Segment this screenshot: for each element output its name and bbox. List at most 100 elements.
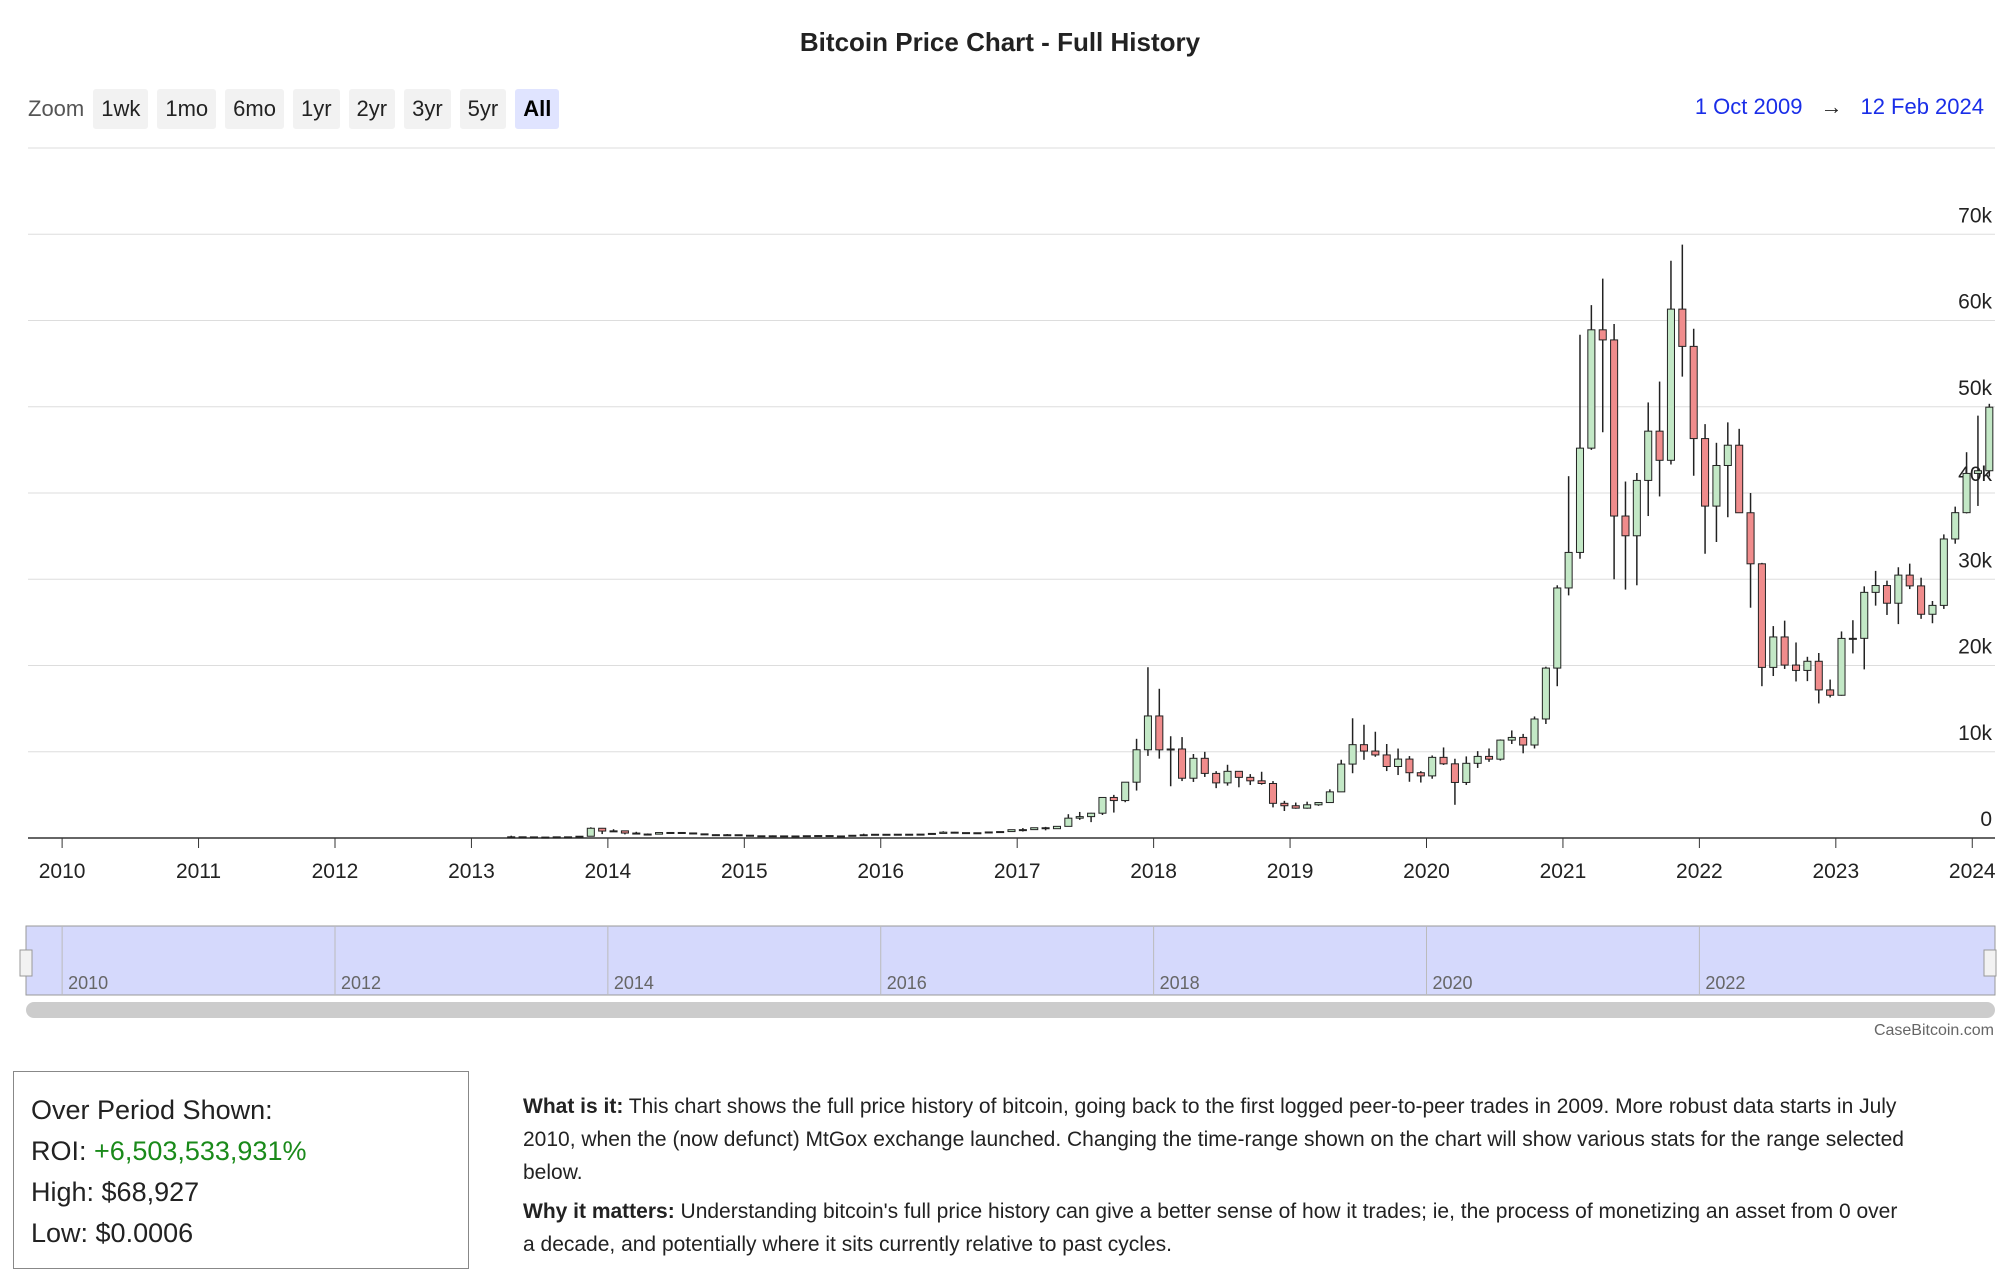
candle-body bbox=[507, 836, 516, 839]
candle bbox=[541, 836, 550, 839]
candle bbox=[655, 832, 664, 835]
candle-body bbox=[1314, 802, 1323, 806]
candle-body bbox=[1746, 512, 1755, 565]
candle bbox=[1905, 563, 1914, 590]
candle-body bbox=[984, 831, 993, 834]
candle-body bbox=[632, 832, 641, 835]
candle bbox=[882, 833, 891, 836]
candle-body bbox=[859, 834, 868, 837]
candle bbox=[768, 835, 777, 838]
candle-body bbox=[1223, 770, 1232, 784]
candle bbox=[814, 835, 823, 838]
y-tick-label: 0 bbox=[1980, 808, 1992, 831]
candle bbox=[1439, 747, 1448, 765]
candle-body bbox=[996, 831, 1005, 834]
candle-body bbox=[564, 836, 573, 839]
candle bbox=[711, 834, 720, 837]
candle bbox=[1803, 656, 1812, 682]
candle-body bbox=[655, 832, 664, 835]
candle-body bbox=[1757, 563, 1766, 668]
candle bbox=[1610, 324, 1619, 580]
candle bbox=[1962, 452, 1971, 514]
candle-body bbox=[1871, 585, 1880, 593]
candle-body bbox=[1268, 782, 1278, 804]
candle-body bbox=[1178, 748, 1187, 779]
y-tick-label: 30k bbox=[1958, 549, 1992, 572]
navigator-label: 2012 bbox=[341, 973, 381, 993]
zoom-button[interactable]: 1mo bbox=[157, 89, 217, 129]
candle bbox=[723, 834, 732, 837]
x-tick-label: 2016 bbox=[857, 860, 904, 883]
candle bbox=[825, 835, 834, 838]
candle bbox=[1291, 802, 1300, 809]
candle-body bbox=[1041, 827, 1050, 830]
candle-body bbox=[1018, 829, 1027, 832]
candle-body bbox=[1030, 827, 1039, 831]
candle-body bbox=[541, 836, 550, 839]
candle bbox=[1132, 738, 1141, 791]
candle bbox=[1348, 718, 1357, 774]
candle-body bbox=[1007, 829, 1016, 833]
zoom-button[interactable]: 1wk bbox=[93, 89, 149, 129]
candle bbox=[1087, 812, 1096, 823]
zoom-button[interactable]: 6mo bbox=[225, 89, 284, 129]
candle-body bbox=[1689, 345, 1698, 440]
candle bbox=[1257, 771, 1266, 785]
candle-body bbox=[1905, 574, 1914, 587]
zoom-button[interactable]: 2yr bbox=[348, 89, 396, 129]
candle bbox=[1223, 764, 1232, 786]
range-to[interactable]: 12 Feb 2024 bbox=[1860, 94, 1984, 119]
candle bbox=[1485, 748, 1494, 762]
candle bbox=[1121, 781, 1130, 803]
candle-body bbox=[1359, 744, 1368, 752]
candle-body bbox=[973, 832, 982, 835]
description: What is it: This chart shows the full pr… bbox=[523, 1090, 1913, 1267]
navigator-label: 2010 bbox=[68, 973, 108, 993]
candle-body bbox=[711, 834, 720, 837]
candle-body bbox=[1075, 816, 1084, 819]
navigator-handle[interactable] bbox=[19, 949, 33, 977]
candle bbox=[1325, 789, 1334, 804]
zoom-button[interactable]: All bbox=[515, 89, 560, 129]
zoom-button[interactable]: 3yr bbox=[404, 89, 451, 129]
candle-body bbox=[1246, 776, 1255, 782]
candle bbox=[1200, 751, 1209, 777]
candle-body bbox=[1371, 750, 1380, 756]
roi-row: ROI: +6,503,533,931% bbox=[31, 1131, 451, 1172]
candle bbox=[1644, 402, 1653, 517]
candle-body bbox=[1098, 796, 1107, 814]
candle-body bbox=[1655, 430, 1664, 461]
zoom-button[interactable]: 1yr bbox=[292, 89, 340, 129]
candle bbox=[757, 835, 766, 838]
zoom-buttons: 1wk 1mo 6mo 1yr 2yr 3yr 5yr All bbox=[93, 89, 560, 129]
candle bbox=[1030, 827, 1039, 831]
candle-body bbox=[1928, 604, 1937, 615]
candle bbox=[836, 835, 845, 838]
candle bbox=[1541, 666, 1550, 724]
paragraph: Why it matters: Understanding bitcoin's … bbox=[523, 1195, 1913, 1261]
navigator-handle[interactable] bbox=[1983, 949, 1997, 977]
navigator-label: 2020 bbox=[1433, 973, 1473, 993]
candle-body bbox=[768, 835, 777, 838]
candle-body bbox=[1723, 444, 1732, 466]
candle-body bbox=[1951, 512, 1960, 540]
candle bbox=[529, 836, 538, 839]
candle-body bbox=[598, 827, 607, 832]
candle-body bbox=[1632, 479, 1641, 537]
candle bbox=[689, 832, 698, 835]
scrollbar[interactable] bbox=[26, 1002, 1995, 1018]
candle bbox=[1587, 305, 1596, 450]
range-from[interactable]: 1 Oct 2009 bbox=[1694, 94, 1803, 119]
candle bbox=[1826, 679, 1835, 698]
candle-body bbox=[1485, 755, 1494, 760]
candle-body bbox=[734, 834, 743, 837]
candle-body bbox=[1530, 718, 1539, 746]
candle bbox=[507, 835, 516, 839]
candle bbox=[1530, 716, 1539, 749]
candle-body bbox=[893, 833, 902, 836]
candle-body bbox=[871, 833, 880, 836]
candle-body bbox=[961, 832, 971, 835]
zoom-button[interactable]: 5yr bbox=[459, 89, 507, 129]
candle bbox=[1450, 758, 1459, 805]
